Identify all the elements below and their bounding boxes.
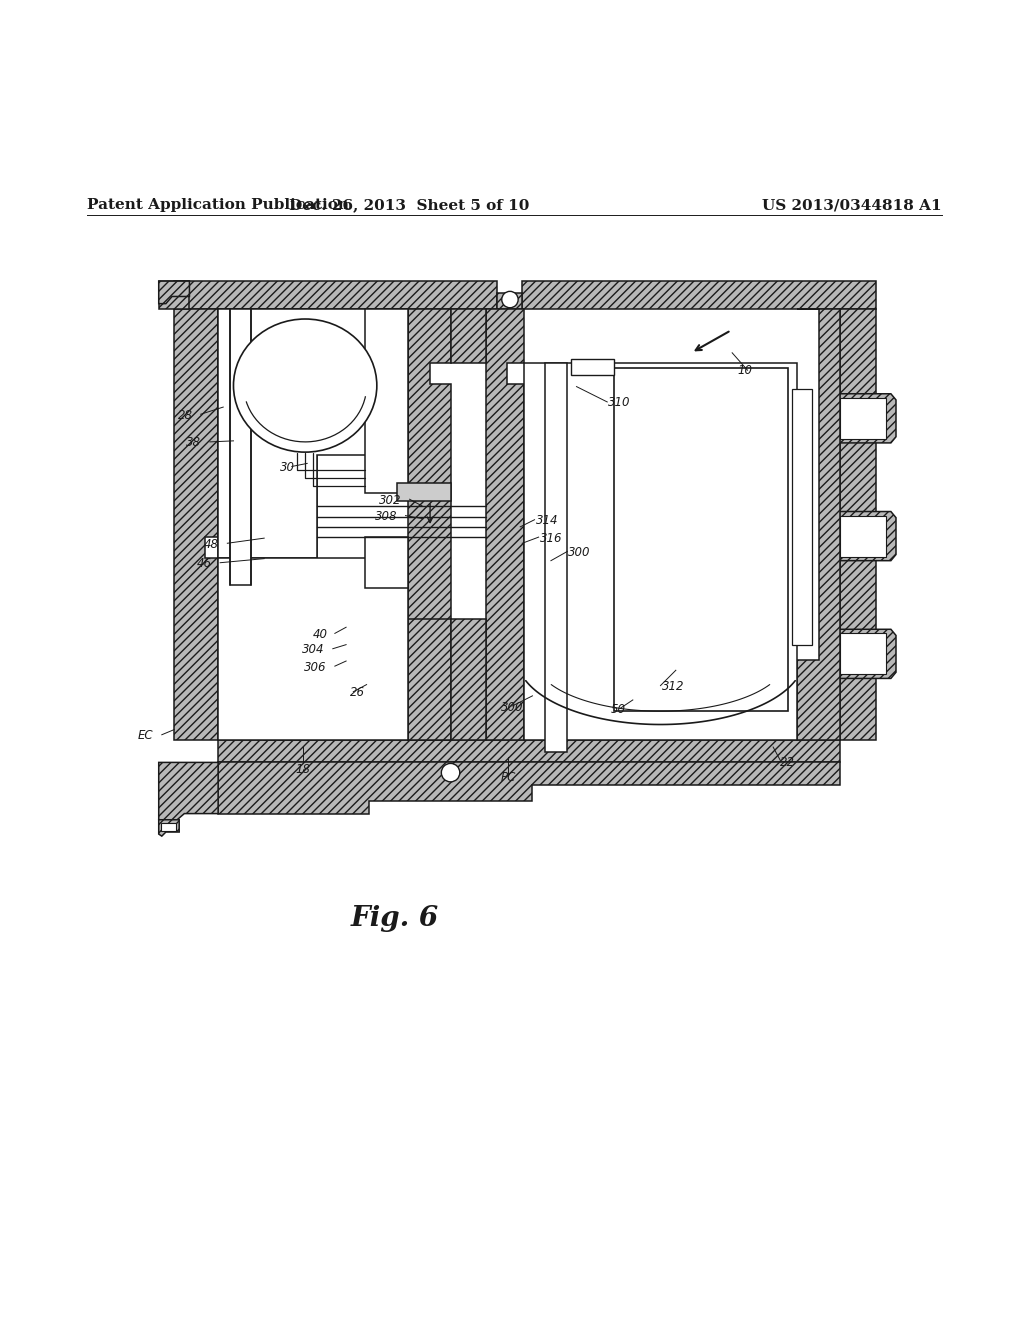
Text: 306: 306 — [304, 661, 327, 673]
Ellipse shape — [233, 319, 377, 453]
Text: 30: 30 — [280, 461, 295, 474]
Polygon shape — [218, 309, 264, 557]
Polygon shape — [524, 363, 797, 741]
Polygon shape — [840, 397, 886, 438]
Text: US 2013/0344818 A1: US 2013/0344818 A1 — [763, 198, 942, 213]
Text: 46: 46 — [197, 557, 212, 570]
Polygon shape — [159, 281, 189, 309]
Polygon shape — [218, 763, 840, 813]
Bar — [230, 309, 251, 585]
Polygon shape — [840, 516, 886, 557]
Text: 38: 38 — [185, 437, 201, 449]
Text: 18: 18 — [296, 763, 310, 776]
Text: 316: 316 — [540, 532, 562, 545]
Text: 310: 310 — [608, 396, 631, 409]
Polygon shape — [797, 309, 840, 741]
Bar — [545, 363, 567, 752]
Polygon shape — [174, 281, 497, 309]
Polygon shape — [486, 309, 524, 741]
Polygon shape — [840, 393, 896, 444]
Polygon shape — [524, 660, 797, 717]
Polygon shape — [264, 309, 317, 741]
Text: 28: 28 — [177, 409, 193, 422]
Polygon shape — [317, 562, 365, 619]
Polygon shape — [161, 822, 176, 832]
Bar — [571, 359, 614, 375]
Text: Dec. 26, 2013  Sheet 5 of 10: Dec. 26, 2013 Sheet 5 of 10 — [290, 198, 529, 213]
Text: Patent Application Publication: Patent Application Publication — [87, 198, 349, 213]
Polygon shape — [174, 309, 218, 741]
Polygon shape — [218, 741, 840, 763]
Text: 22: 22 — [780, 756, 796, 768]
Polygon shape — [522, 281, 876, 309]
Text: PC: PC — [500, 771, 516, 784]
Polygon shape — [840, 309, 876, 741]
Polygon shape — [451, 619, 486, 741]
Polygon shape — [840, 634, 886, 675]
Bar — [614, 368, 788, 711]
Text: Fig. 6: Fig. 6 — [350, 904, 438, 932]
Polygon shape — [218, 309, 408, 557]
Polygon shape — [451, 309, 486, 363]
Polygon shape — [408, 619, 451, 741]
Polygon shape — [159, 763, 218, 826]
Circle shape — [441, 763, 460, 781]
Text: 26: 26 — [350, 686, 366, 700]
Polygon shape — [218, 557, 408, 741]
Polygon shape — [159, 281, 189, 304]
Text: 314: 314 — [536, 515, 558, 527]
Polygon shape — [840, 630, 896, 678]
Text: 312: 312 — [662, 680, 684, 693]
Text: 48: 48 — [204, 537, 219, 550]
Text: 300: 300 — [501, 701, 523, 714]
Circle shape — [502, 292, 518, 308]
Text: 302: 302 — [379, 494, 401, 507]
Text: 308: 308 — [375, 510, 397, 523]
Text: 10: 10 — [737, 364, 753, 376]
Text: 300: 300 — [568, 546, 591, 558]
Polygon shape — [497, 293, 522, 309]
Text: 40: 40 — [312, 628, 328, 642]
Bar — [365, 309, 408, 494]
Polygon shape — [840, 512, 896, 561]
Text: 304: 304 — [302, 643, 325, 656]
Bar — [397, 483, 451, 502]
Polygon shape — [159, 820, 179, 836]
Text: 50: 50 — [610, 702, 626, 715]
Text: EC: EC — [138, 729, 154, 742]
Polygon shape — [317, 619, 365, 660]
Bar — [365, 537, 408, 589]
Polygon shape — [408, 309, 451, 741]
Bar — [792, 388, 812, 644]
